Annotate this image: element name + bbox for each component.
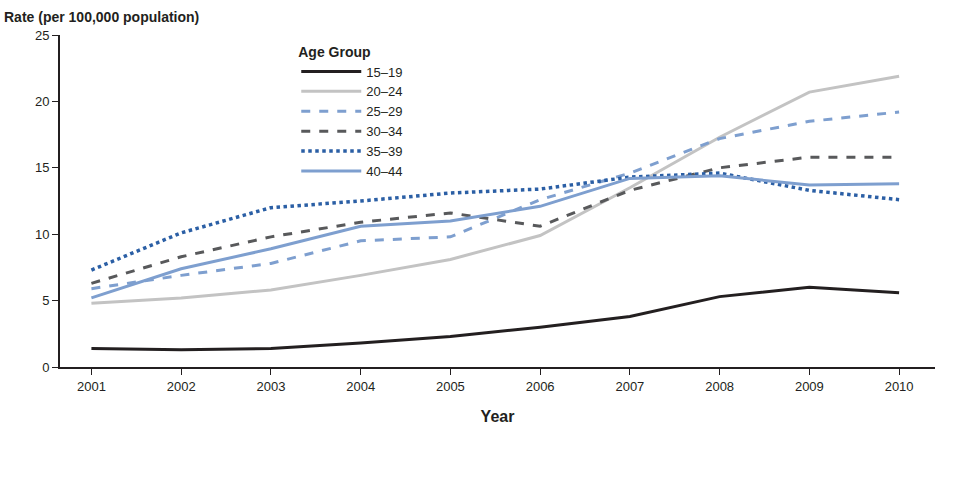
svg-text:25–29: 25–29: [366, 104, 402, 119]
svg-text:2008: 2008: [705, 379, 734, 394]
svg-text:20: 20: [35, 94, 49, 109]
svg-text:15–19: 15–19: [366, 65, 402, 80]
svg-text:15: 15: [35, 160, 49, 175]
svg-text:2001: 2001: [77, 379, 106, 394]
svg-text:2003: 2003: [256, 379, 285, 394]
svg-text:2009: 2009: [795, 379, 824, 394]
svg-text:10: 10: [35, 227, 49, 242]
svg-text:2007: 2007: [615, 379, 644, 394]
svg-text:35–39: 35–39: [366, 144, 402, 159]
svg-text:Year: Year: [481, 408, 515, 425]
svg-text:2010: 2010: [885, 379, 914, 394]
svg-text:25: 25: [35, 28, 49, 43]
svg-text:30–34: 30–34: [366, 124, 402, 139]
svg-text:Age Group: Age Group: [298, 44, 370, 60]
svg-text:20–24: 20–24: [366, 84, 402, 99]
svg-text:2004: 2004: [346, 379, 375, 394]
svg-text:2002: 2002: [167, 379, 196, 394]
svg-text:5: 5: [42, 293, 49, 308]
svg-text:Rate (per 100,000 population): Rate (per 100,000 population): [4, 9, 199, 25]
svg-text:2005: 2005: [436, 379, 465, 394]
svg-text:0: 0: [42, 360, 49, 375]
svg-text:2006: 2006: [526, 379, 555, 394]
svg-text:40–44: 40–44: [366, 164, 402, 179]
